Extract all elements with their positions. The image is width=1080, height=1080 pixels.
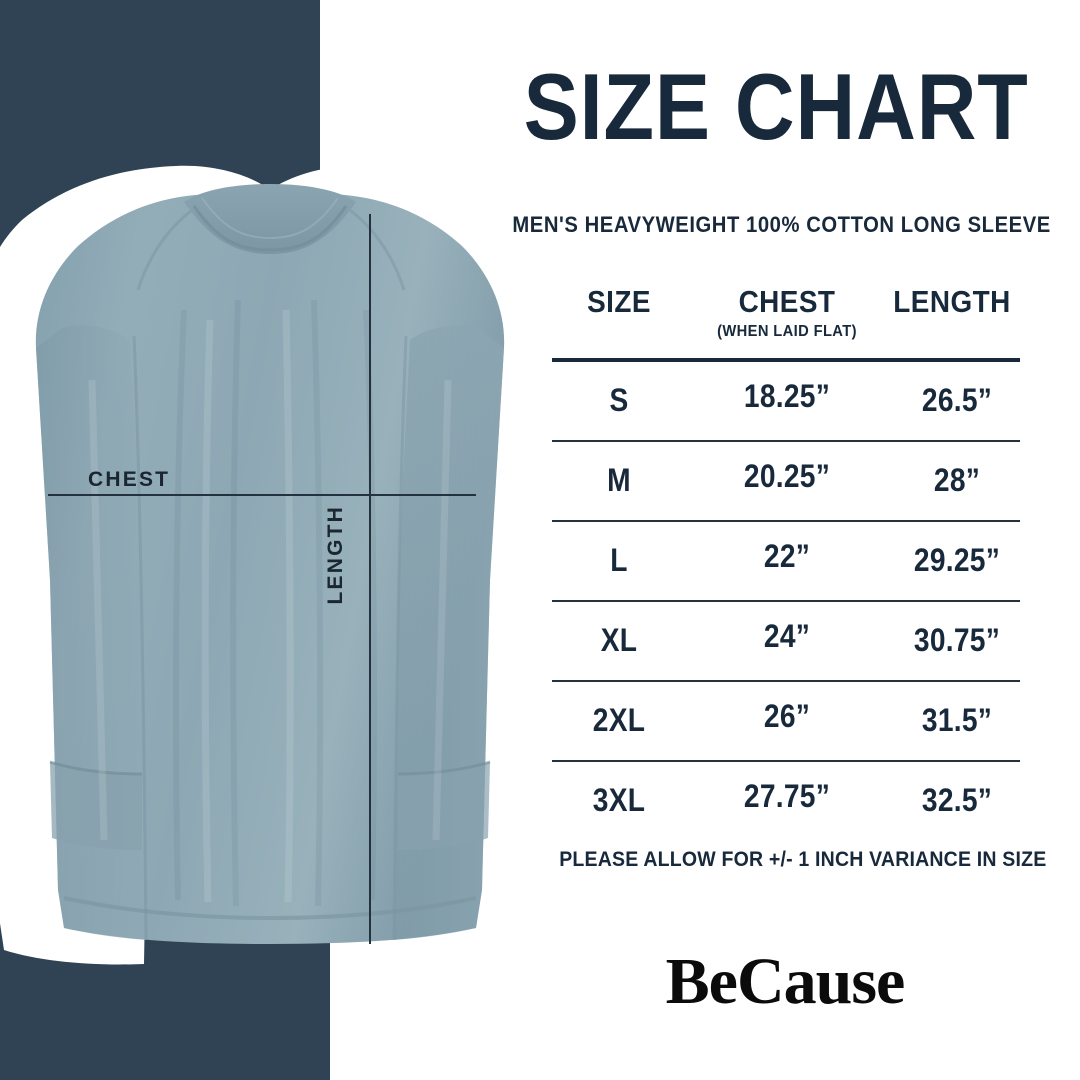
cell-size: S (609, 382, 629, 418)
cell-length: 30.75” (913, 622, 1001, 658)
cell-chest: 27.75” (743, 778, 831, 814)
table-row: 2XL 26” 31.5” (552, 682, 1020, 760)
page-subtitle: MEN'S HEAVYWEIGHT 100% COTTON LONG SLEEV… (512, 212, 1051, 237)
table-row: 3XL 27.75” 32.5” (552, 762, 1020, 840)
shirt-photo (0, 150, 570, 970)
table-row: XL 24” 30.75” (552, 602, 1020, 680)
cell-chest: 22” (763, 538, 811, 574)
cell-chest: 20.25” (743, 458, 831, 494)
cell-length: 32.5” (921, 782, 993, 818)
table-row-divider (552, 680, 1020, 682)
brand-logo: BeCause (665, 945, 906, 1018)
cell-size: L (610, 542, 628, 578)
content-column: SIZE CHART MEN'S HEAVYWEIGHT 100% COTTON… (490, 0, 1080, 1080)
chest-note: (WHEN LAID FLAT) (717, 323, 857, 340)
table-row: L 22” 29.25” (552, 522, 1020, 600)
cell-size: M (607, 462, 631, 498)
table-row: S 18.25” 26.5” (552, 362, 1020, 440)
chest-measurement-label: CHEST (88, 468, 171, 491)
table-row-divider (552, 440, 1020, 442)
cell-size: 3XL (592, 782, 646, 818)
cell-chest: 26” (763, 698, 811, 734)
table-header-row: SIZE CHEST LENGTH (WHEN LAID FLAT) (552, 284, 1020, 358)
cell-length: 31.5” (921, 702, 993, 738)
page-title: SIZE CHART (523, 54, 1029, 159)
length-measurement-label: LENGTH (324, 505, 347, 605)
column-header-size: SIZE (587, 284, 651, 319)
cell-length: 29.25” (913, 542, 1001, 578)
chest-measurement-line (48, 494, 476, 496)
cell-size: 2XL (592, 702, 646, 738)
cell-chest: 18.25” (743, 378, 831, 414)
table-row-divider (552, 600, 1020, 602)
cell-size: XL (600, 622, 638, 658)
variance-disclaimer: PLEASE ALLOW FOR +/- 1 INCH VARIANCE IN … (559, 848, 1047, 871)
table-header-rule (552, 358, 1020, 362)
column-header-chest: CHEST (738, 284, 836, 319)
table-row: M 20.25” 28” (552, 442, 1020, 520)
navy-panel-footer (0, 985, 330, 1080)
cell-chest: 24” (763, 618, 811, 654)
cell-length: 28” (933, 462, 981, 498)
cell-length: 26.5” (921, 382, 993, 418)
size-table: SIZE CHEST LENGTH (WHEN LAID FLAT) S 18.2… (552, 284, 1020, 840)
length-measurement-line (369, 214, 371, 944)
table-row-divider (552, 520, 1020, 522)
column-header-length: LENGTH (893, 284, 1011, 319)
table-row-divider (552, 760, 1020, 762)
